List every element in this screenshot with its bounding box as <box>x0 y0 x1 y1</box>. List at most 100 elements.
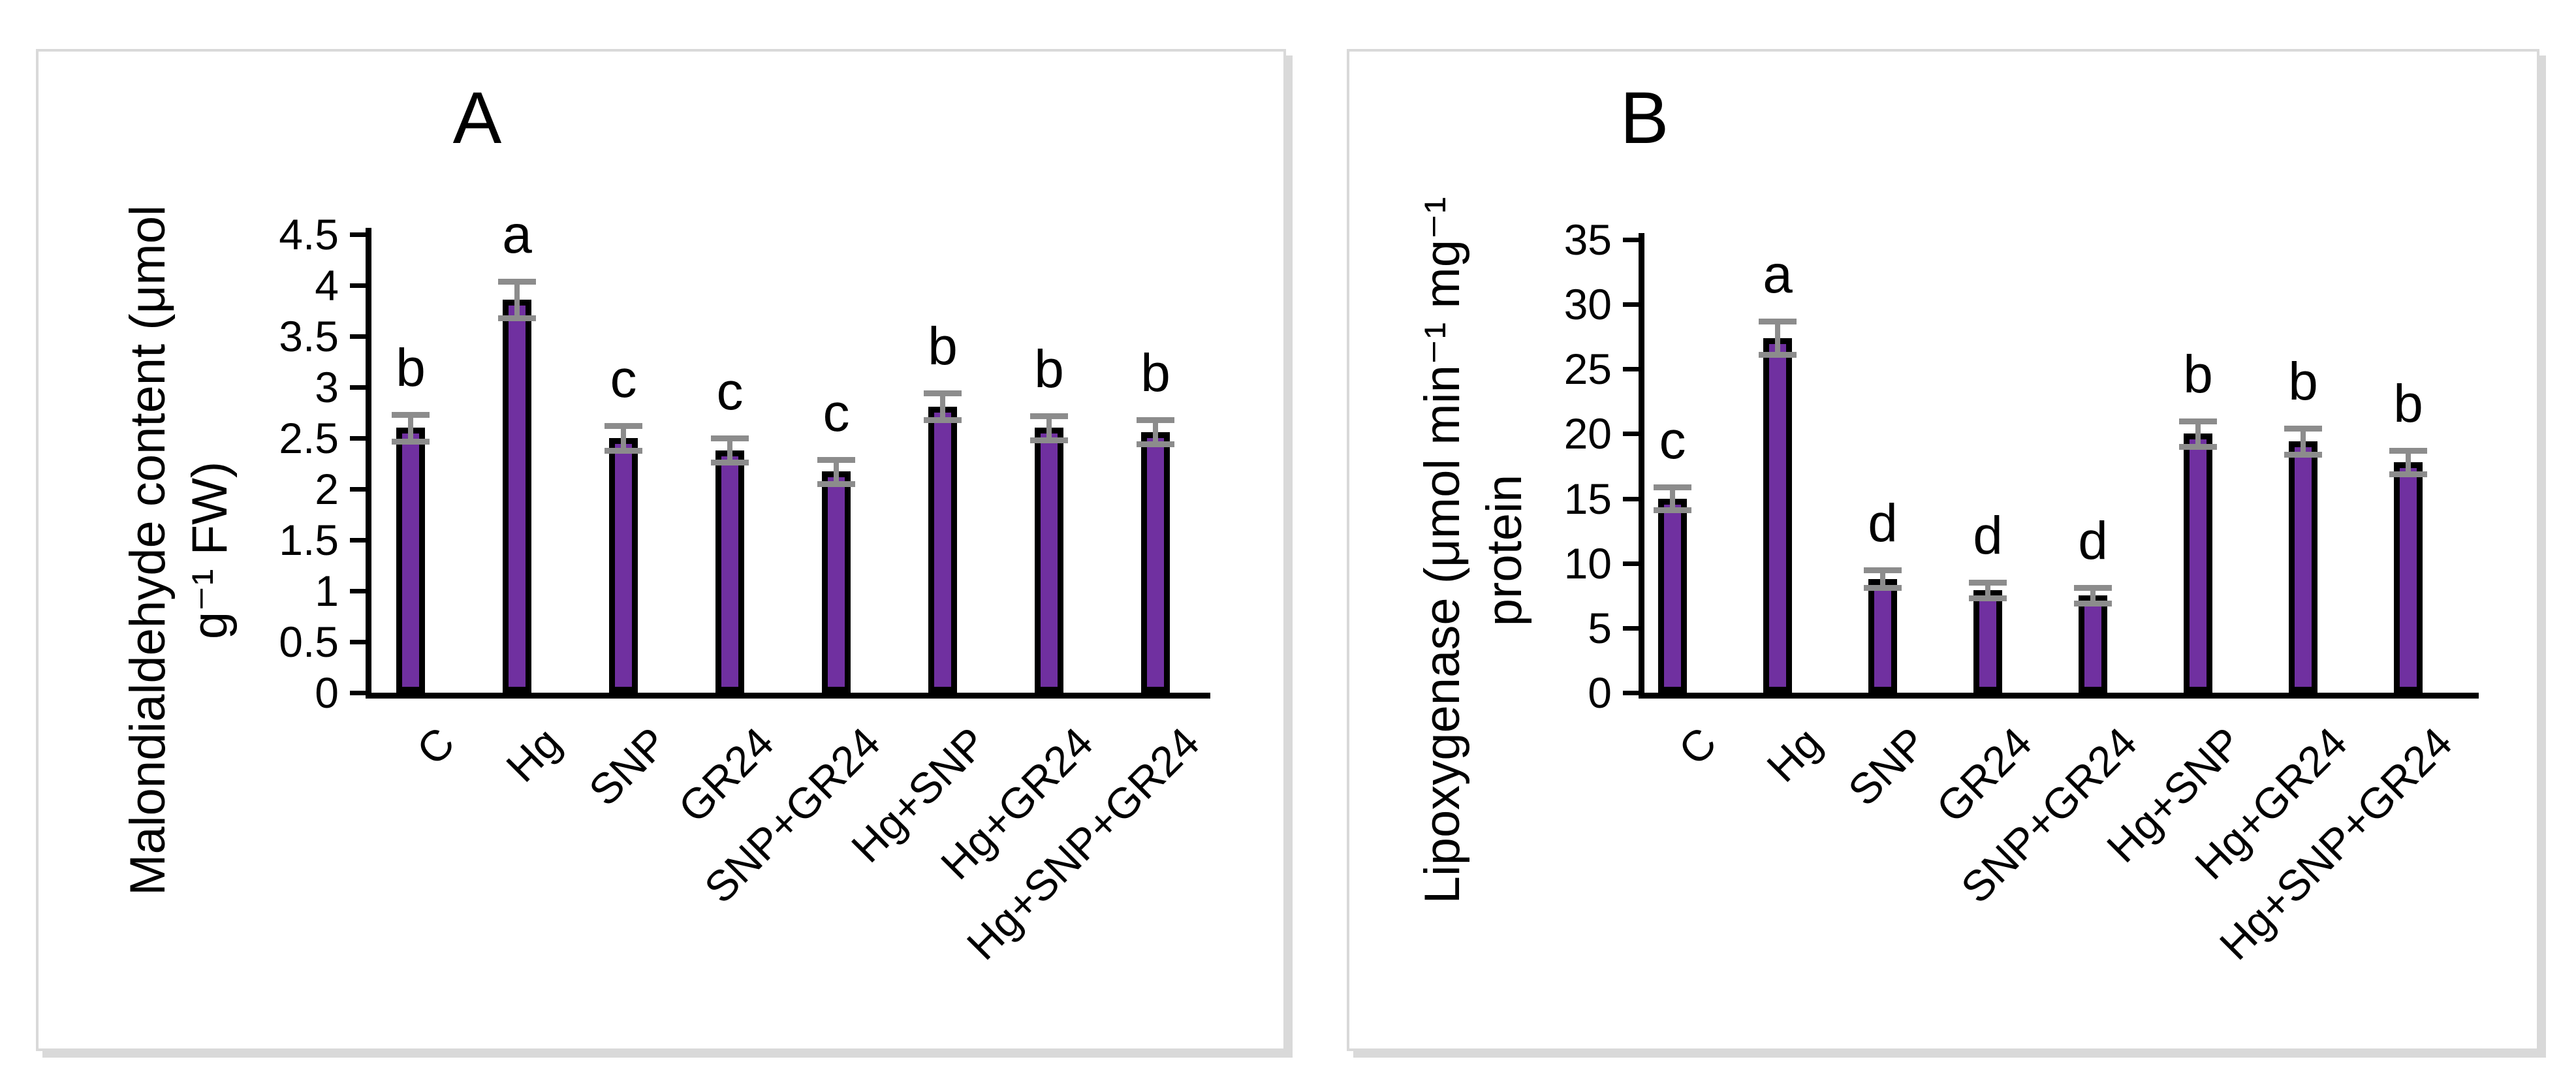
error-bar-cap-top <box>1654 484 1691 490</box>
bar <box>396 428 425 693</box>
error-bar-cap-top <box>817 456 855 463</box>
bar <box>609 438 638 693</box>
y-axis-tick <box>350 487 366 492</box>
error-bar-cap-top <box>392 412 430 418</box>
bar <box>928 406 957 693</box>
bar <box>503 299 531 693</box>
error-bar-cap-bottom <box>1864 585 1902 591</box>
y-axis-tick-label: 1 <box>315 567 339 615</box>
y-axis-tick <box>350 385 366 390</box>
y-axis-tick-label: 1.5 <box>279 516 339 564</box>
error-bar-line <box>2195 420 2201 447</box>
error-bar-line <box>2406 450 2411 474</box>
significance-letter: c <box>610 349 637 409</box>
y-axis-tick-label: 25 <box>1563 345 1612 394</box>
significance-letter: b <box>2183 344 2213 404</box>
y-axis-tick <box>1623 496 1639 501</box>
significance-letter: d <box>1973 506 2003 566</box>
y-axis-tick-label: 0.5 <box>279 618 339 666</box>
y-axis-tick <box>1623 561 1639 566</box>
y-axis-tick-label: 0 <box>1588 669 1612 717</box>
significance-letter: b <box>928 317 958 377</box>
y-axis-tick <box>1623 238 1639 242</box>
significance-letter: d <box>1868 493 1898 553</box>
significance-letter: d <box>2078 511 2108 571</box>
error-bar-cap-bottom <box>1654 507 1691 514</box>
error-bar-cap-top <box>1969 580 2007 586</box>
y-axis-tick-label: 35 <box>1563 215 1612 264</box>
error-bar-cap-top <box>2074 585 2112 591</box>
error-bar-cap-bottom <box>924 417 962 423</box>
error-bar-line <box>621 426 626 450</box>
error-bar-cap-top <box>1137 417 1174 423</box>
y-axis-tick-label: 30 <box>1563 280 1612 329</box>
error-bar-line <box>408 415 413 441</box>
error-bar-cap-bottom <box>711 460 749 466</box>
significance-letter: b <box>396 338 426 398</box>
error-bar-line <box>1670 486 1675 511</box>
y-axis-tick <box>350 232 366 237</box>
error-bar-cap-top <box>498 278 536 285</box>
bar <box>1658 498 1687 693</box>
y-axis-tick-label: 15 <box>1563 474 1612 523</box>
y-axis-tick-label: 2 <box>315 465 339 513</box>
error-bar-line <box>2090 588 2096 604</box>
significance-letter: c <box>1659 410 1686 470</box>
y-axis-tick-label: 0 <box>315 669 339 717</box>
error-bar-cap-top <box>1864 567 1902 573</box>
x-axis-line <box>366 693 1210 699</box>
bar <box>2184 433 2212 693</box>
bar <box>2394 462 2423 693</box>
error-bar-cap-top <box>924 390 962 397</box>
error-bar-cap-bottom <box>1137 441 1174 448</box>
error-bar-cap-bottom <box>1759 352 1797 358</box>
bar <box>1868 578 1897 693</box>
y-axis-tick <box>350 436 366 441</box>
x-axis-line <box>1639 693 2479 699</box>
y-axis-tick-label: 2.5 <box>279 414 339 462</box>
y-axis-tick <box>350 691 366 695</box>
y-axis-tick-label: 5 <box>1588 603 1612 652</box>
bar <box>715 450 744 693</box>
y-axis-tick-label: 10 <box>1563 539 1612 588</box>
y-axis-tick-label: 4 <box>315 261 339 309</box>
y-axis-tick <box>350 640 366 644</box>
error-bar-line <box>1046 415 1052 441</box>
bar <box>1973 590 2002 693</box>
bar <box>1035 428 1063 693</box>
error-bar-cap-bottom <box>2179 444 2217 450</box>
y-axis-tick-label: 3 <box>315 363 339 411</box>
y-axis-tick <box>350 538 366 543</box>
bar <box>1141 432 1170 693</box>
y-axis-tick-label: 20 <box>1563 409 1612 458</box>
error-bar-line <box>834 459 839 484</box>
y-axis-tick <box>350 589 366 593</box>
significance-letter: a <box>502 204 532 264</box>
y-axis-tick <box>1623 302 1639 307</box>
error-bar-cap-top <box>711 435 749 441</box>
y-axis-tick <box>350 283 366 288</box>
panel-b: B Lipoxygenase (μmol min⁻¹ mg⁻¹ protein … <box>1347 49 2539 1051</box>
error-bar-cap-bottom <box>2284 452 2322 458</box>
error-bar-line <box>514 281 520 318</box>
significance-letter: b <box>1140 343 1170 403</box>
bar <box>2289 441 2317 693</box>
y-axis-tick <box>1623 691 1639 695</box>
error-bar-cap-bottom <box>498 315 536 321</box>
error-bar-line <box>1880 569 1885 588</box>
y-axis-line <box>366 228 371 699</box>
error-bar-cap-top <box>2284 426 2322 432</box>
error-bar-line <box>1153 419 1158 445</box>
bar <box>822 471 851 693</box>
bar <box>1763 338 1792 693</box>
error-bar-line <box>727 438 732 463</box>
y-axis-tick <box>350 334 366 339</box>
y-axis-tick <box>1623 367 1639 372</box>
error-bar-cap-top <box>2179 418 2217 424</box>
significance-letter: a <box>1763 244 1793 304</box>
error-bar-cap-bottom <box>1030 437 1068 444</box>
error-bar-cap-bottom <box>817 481 855 488</box>
